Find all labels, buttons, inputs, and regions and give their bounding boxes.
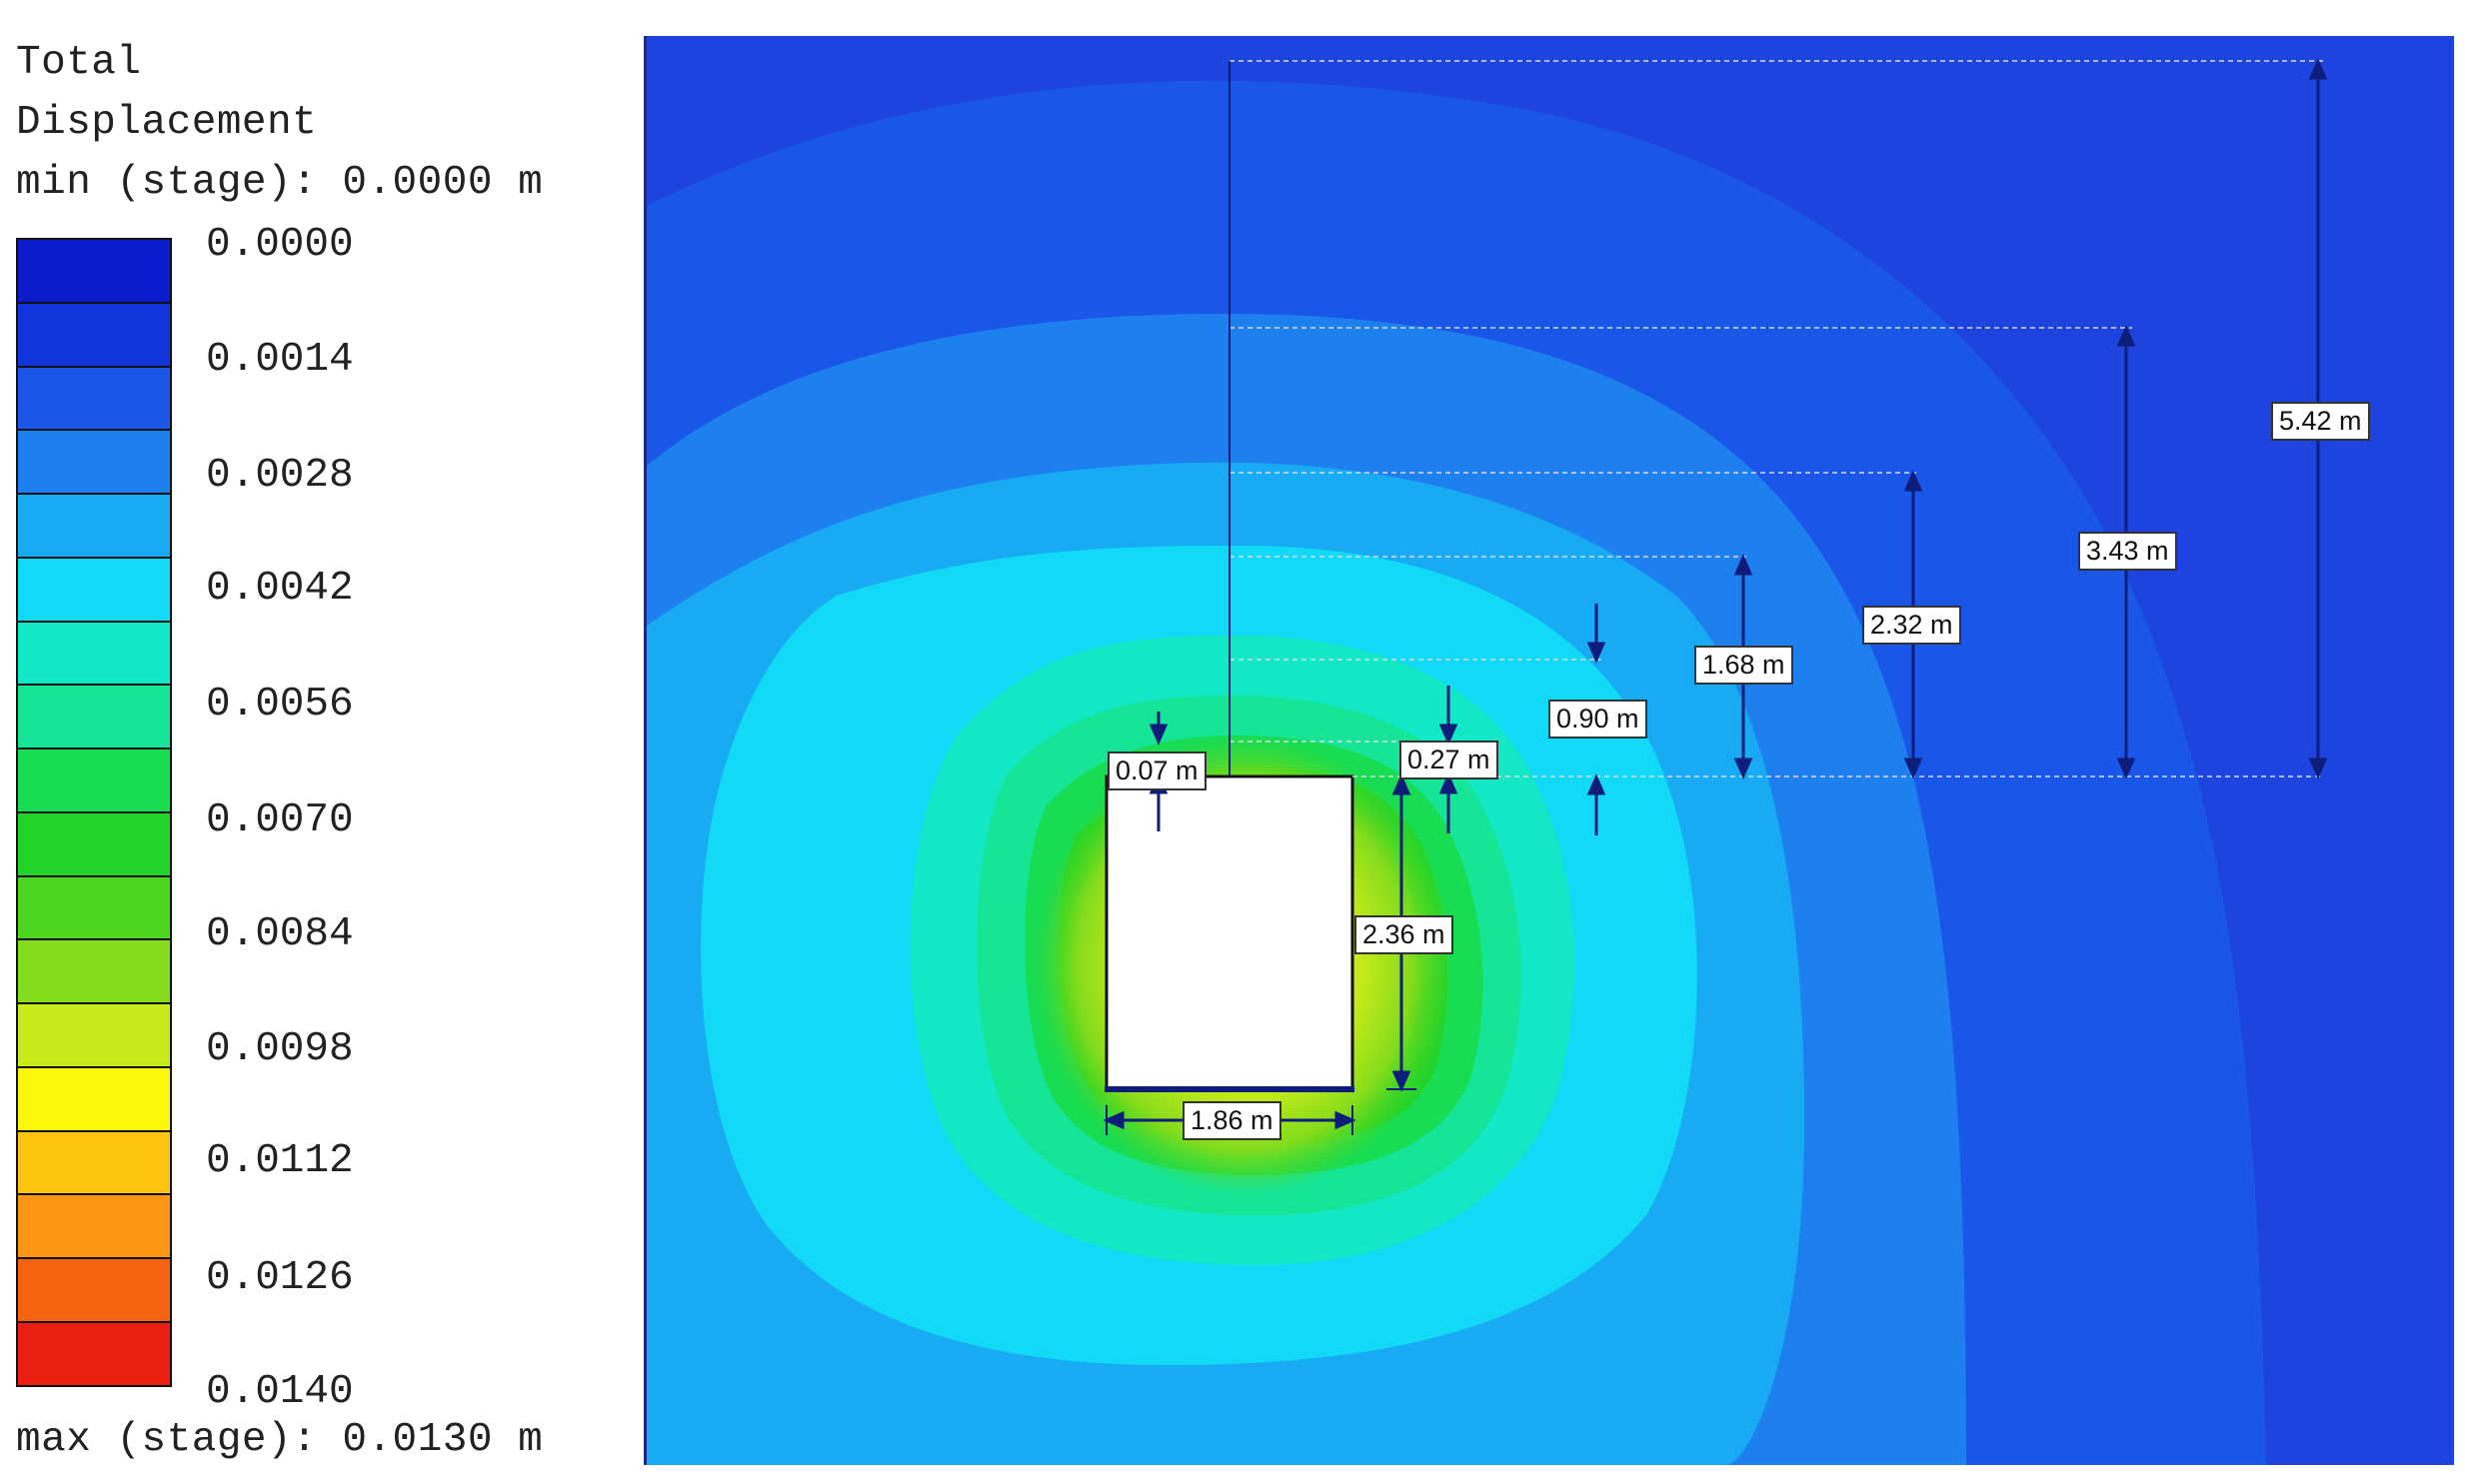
legend-swatch <box>16 620 172 685</box>
panel-divider <box>644 36 647 1465</box>
dimension-label-232: 2.32 m <box>1862 606 1961 645</box>
legend-tick: 0.0056 <box>206 682 354 728</box>
dimension-label-542: 5.42 m <box>2271 402 2370 441</box>
legend-color-bar <box>16 238 172 1387</box>
legend-swatch <box>16 238 172 302</box>
legend-tick: 0.0014 <box>206 337 354 383</box>
legend-swatch <box>16 493 172 557</box>
excavation-opening <box>1105 774 1354 1091</box>
legend-swatch <box>16 365 172 430</box>
contour-plot <box>647 58 2328 1465</box>
dimension-guides <box>1230 60 2324 777</box>
legend-tick: 0.0112 <box>206 1138 354 1184</box>
legend-tick: 0.0098 <box>206 1026 354 1072</box>
legend-tick: 0.0084 <box>206 911 354 957</box>
legend-panel: Total Displacement min (stage): 0.0000 m… <box>0 0 640 1484</box>
legend-swatch <box>16 301 172 366</box>
legend-swatch <box>16 810 172 875</box>
legend-title: Total <box>16 40 142 86</box>
displacement-contour-view[interactable]: 5.42 m 3.43 m 2.32 m 1.68 m 0.90 m 0.27 … <box>647 36 2454 1465</box>
legend-swatch <box>16 684 172 748</box>
legend-tick: 0.0042 <box>206 566 354 612</box>
dimension-label-236: 2.36 m <box>1354 915 1453 954</box>
dimension-label-007: 0.07 m <box>1108 751 1207 790</box>
legend-swatch <box>16 1321 172 1387</box>
legend-tick: 0.0000 <box>206 222 354 268</box>
legend-title-quantity: Displacement <box>16 100 318 146</box>
dimension-label-027: 0.27 m <box>1399 741 1498 779</box>
legend-swatch <box>16 1257 172 1322</box>
dimension-label-186: 1.86 m <box>1183 1101 1281 1140</box>
legend-tick: 0.0126 <box>206 1255 354 1301</box>
legend-swatch <box>16 556 172 621</box>
legend-swatch <box>16 1129 172 1194</box>
dimension-label-343: 3.43 m <box>2078 532 2177 571</box>
legend-min-value: min (stage): 0.0000 m <box>16 160 544 206</box>
dimension-label-090: 0.90 m <box>1548 700 1647 739</box>
legend-swatch <box>16 429 172 494</box>
legend-tick: 0.0070 <box>206 797 354 843</box>
legend-swatch <box>16 874 172 939</box>
legend-swatch <box>16 1193 172 1258</box>
legend-max-value: max (stage): 0.0130 m <box>16 1417 544 1463</box>
legend-swatch <box>16 747 172 811</box>
legend-swatch <box>16 1002 172 1066</box>
legend-tick: 0.0028 <box>206 453 354 499</box>
legend-swatch <box>16 1065 172 1130</box>
legend-tick: 0.0140 <box>206 1369 354 1415</box>
dimension-label-168: 1.68 m <box>1694 646 1793 685</box>
legend-swatch <box>16 938 172 1003</box>
